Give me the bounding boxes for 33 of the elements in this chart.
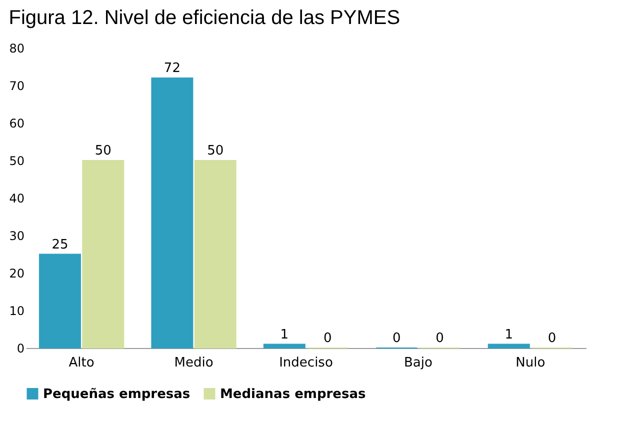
y-tick-label: 50 xyxy=(9,154,24,168)
y-tick-label: 10 xyxy=(9,304,24,318)
x-tick-label: Alto xyxy=(68,356,94,370)
data-label: 0 xyxy=(323,331,332,346)
bar xyxy=(194,160,236,348)
x-tick-label: Medio xyxy=(174,356,214,370)
x-tick-label: Nulo xyxy=(516,356,546,370)
data-label: 0 xyxy=(392,331,401,346)
y-tick-label: 30 xyxy=(9,229,24,243)
bar xyxy=(263,344,306,348)
data-label: 25 xyxy=(52,237,68,252)
legend-label: Medianas empresas xyxy=(220,386,366,402)
data-label: 1 xyxy=(280,327,289,342)
x-tick-label: Indeciso xyxy=(279,356,333,370)
y-tick-label: 70 xyxy=(9,79,24,93)
y-tick-label: 0 xyxy=(16,342,24,356)
data-label: 1 xyxy=(504,327,514,342)
bar xyxy=(38,254,81,348)
y-tick-label: 60 xyxy=(9,116,24,130)
chart-title: Figura 12. Nivel de eficiencia de las PYMES xyxy=(8,7,400,29)
data-label: 50 xyxy=(94,144,112,158)
x-tick-label: Bajo xyxy=(404,356,432,370)
y-tick-label: 20 xyxy=(9,266,24,280)
y-tick-label: 80 xyxy=(9,42,24,56)
y-tick-label: 40 xyxy=(9,192,24,206)
data-label: 72 xyxy=(164,61,180,76)
bar xyxy=(488,344,530,348)
data-label: 50 xyxy=(207,144,224,158)
bar xyxy=(151,78,194,348)
bar xyxy=(82,160,124,348)
data-label: 0 xyxy=(436,331,444,346)
data-label: 0 xyxy=(548,331,556,346)
legend-label: Pequeñas empresas xyxy=(43,386,190,402)
